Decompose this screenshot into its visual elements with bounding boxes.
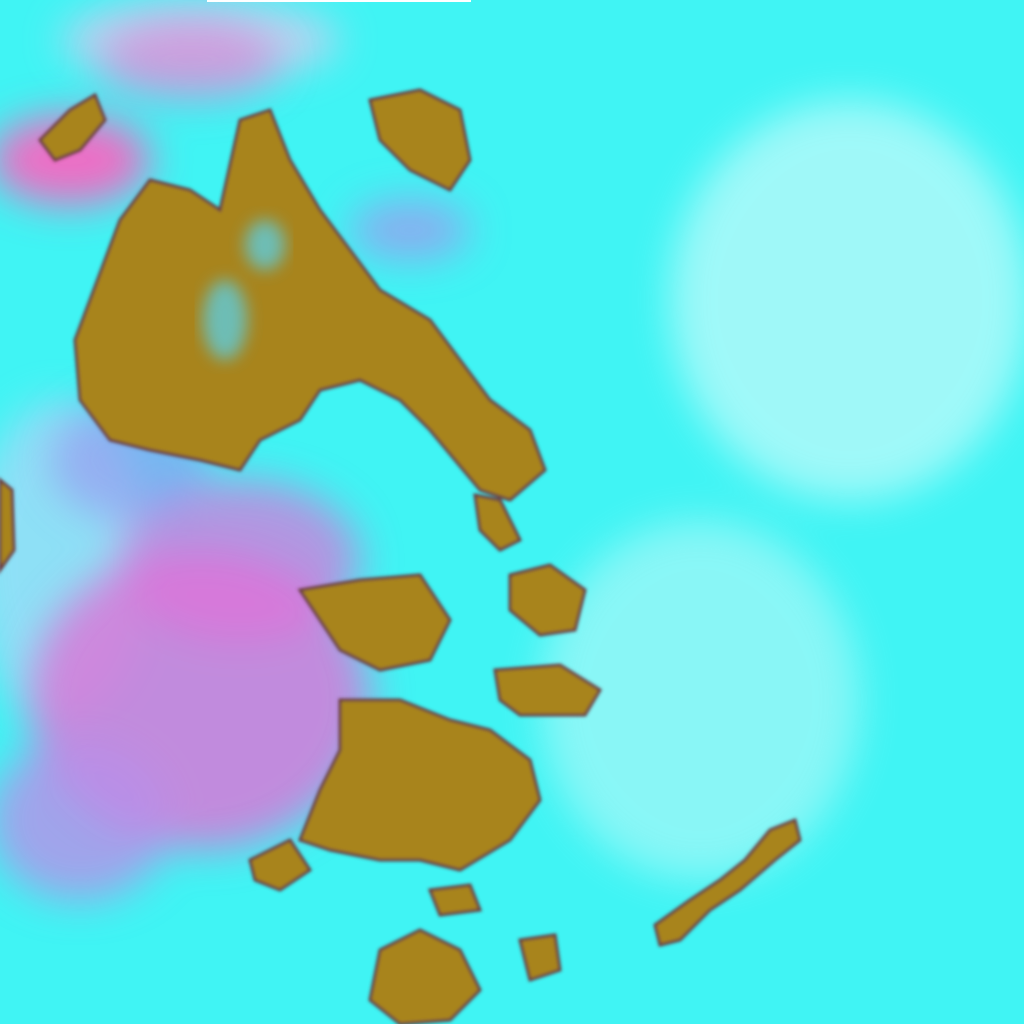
top-strip [207,0,471,2]
island-small-nw [38,92,107,162]
island-chain [653,817,802,947]
island-south-east [518,933,562,982]
inland-lakes [203,220,285,360]
island-south-mid [427,883,483,917]
island-tail [473,493,523,552]
island-central [297,573,452,672]
island-southmost [368,928,482,1024]
land-masses [0,88,802,1024]
island-south-west [248,838,313,892]
island-east-2 [493,663,603,717]
island-east-1 [508,563,587,637]
island-south [298,698,542,872]
magenta-haze [0,20,470,900]
island-north [73,108,547,502]
light-haze [0,0,1024,880]
island-northeast [368,88,472,192]
island-small-west [0,478,16,573]
